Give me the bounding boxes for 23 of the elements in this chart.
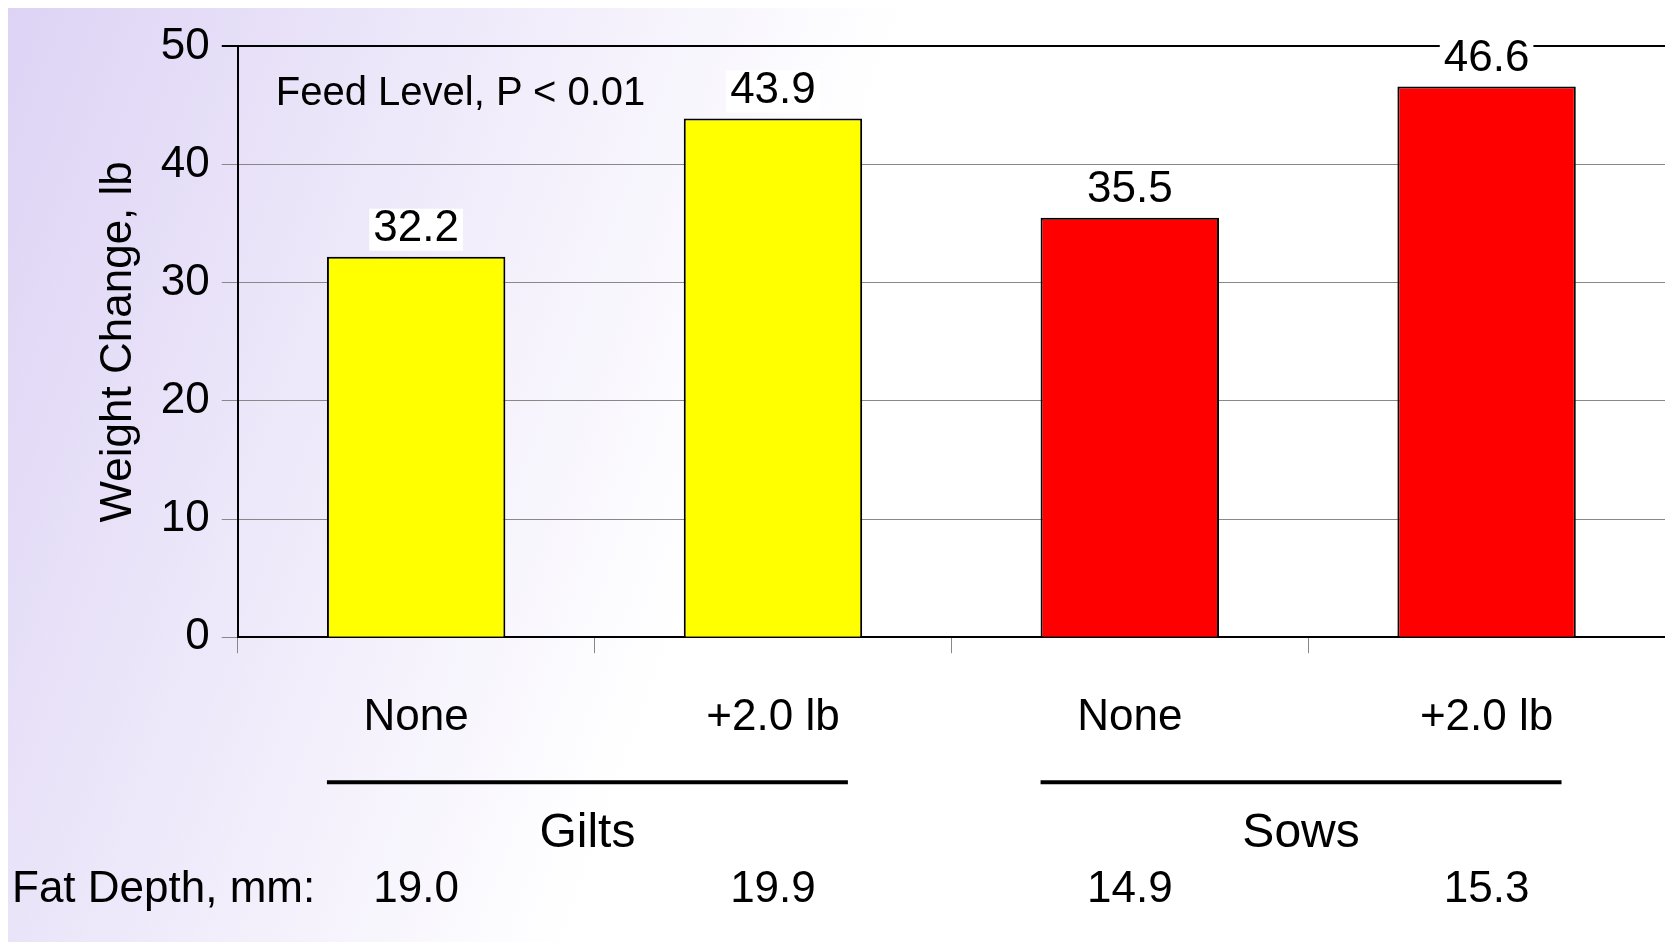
annotation: Feed Level, P < 0.01 xyxy=(275,69,646,114)
y-axis-title: Weight Change, lb xyxy=(90,161,140,523)
y-tick-label: 20 xyxy=(160,373,210,423)
data-label: 46.6 xyxy=(1443,30,1530,80)
data-label: 43.9 xyxy=(730,62,816,112)
text: Fat Depth, mm: xyxy=(12,862,316,912)
y-tick-label: 40 xyxy=(160,136,210,186)
text: 15.3 xyxy=(1443,862,1530,912)
text: 19.9 xyxy=(730,862,816,912)
x-tick-label: +2.0 lb xyxy=(706,689,840,739)
data-label: 32.2 xyxy=(373,200,459,250)
y-tick-label: 0 xyxy=(185,609,210,659)
x-tick-label: None xyxy=(1077,689,1183,739)
y-tick-label: 10 xyxy=(160,491,210,541)
x-tick-label: +2.0 lb xyxy=(1419,689,1554,739)
y-tick-label: 30 xyxy=(160,254,210,304)
text: 14.9 xyxy=(1086,862,1173,912)
data-label: 35.5 xyxy=(1086,161,1173,211)
text: Sows xyxy=(1242,804,1360,858)
text: 19.0 xyxy=(373,862,459,912)
y-tick-label: 50 xyxy=(160,18,210,68)
x-tick-label: None xyxy=(363,689,469,739)
text: Gilts xyxy=(539,804,636,858)
